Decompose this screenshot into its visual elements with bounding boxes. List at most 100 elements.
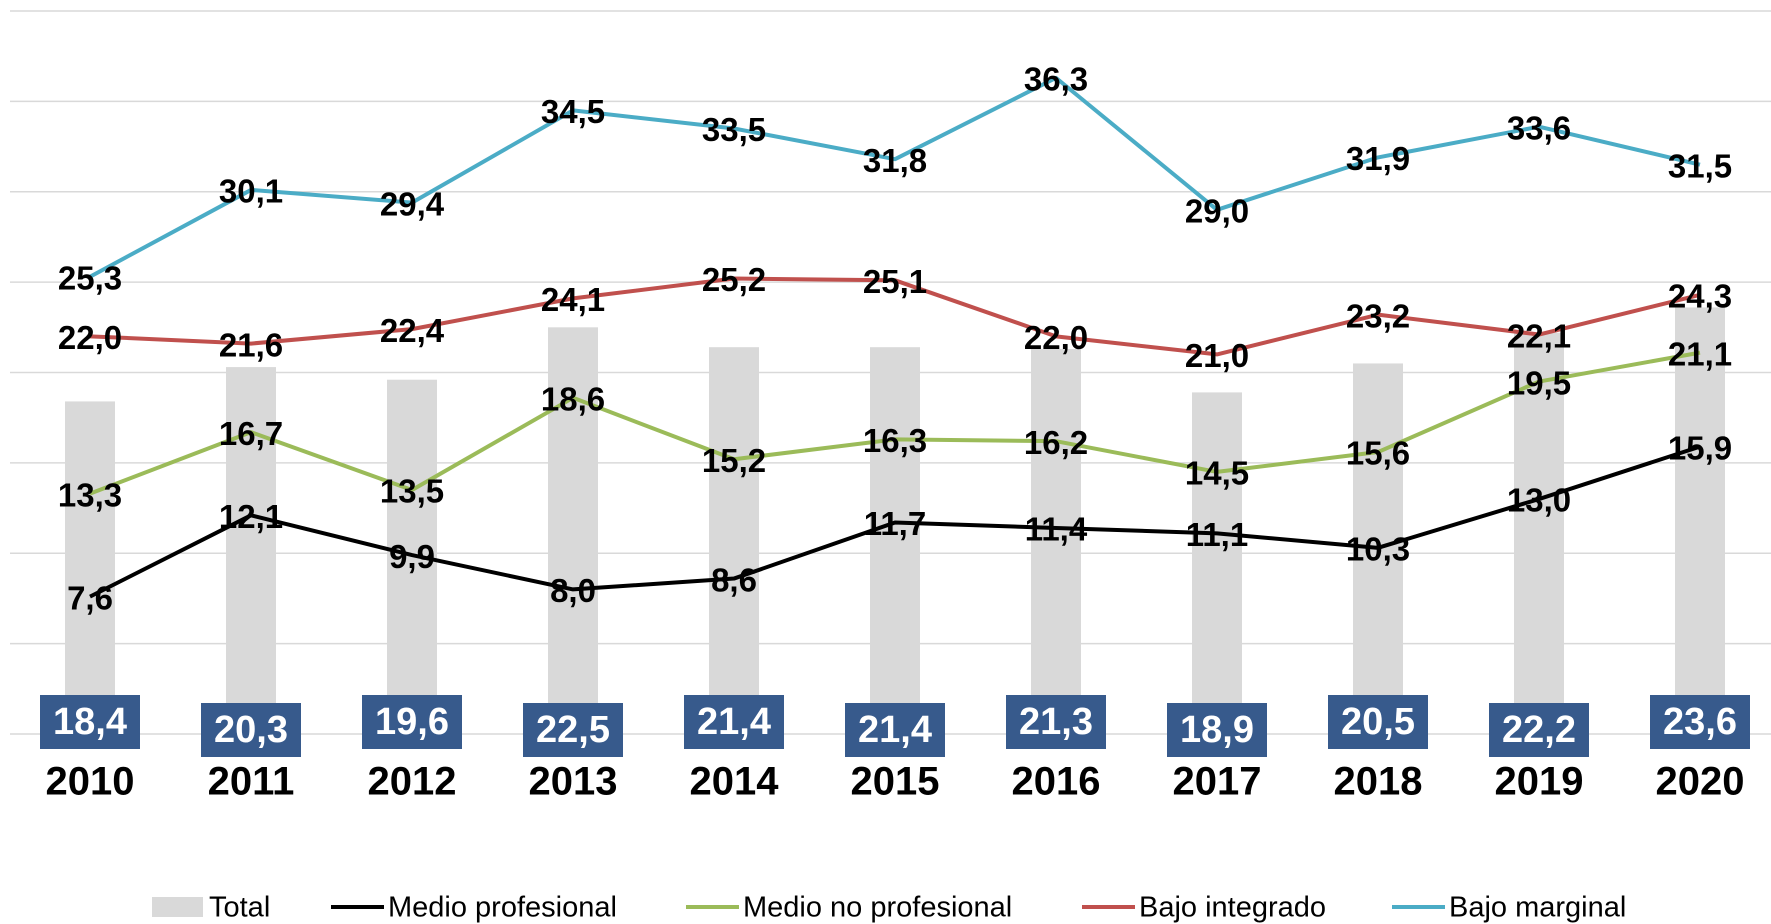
bar [870,347,920,734]
x-tick-label: 2014 [690,760,780,804]
legend-label: Medio profesional [388,892,617,924]
bar [65,401,115,734]
bar [226,367,276,734]
x-tick-label: 2018 [1334,760,1423,804]
legend-swatch [152,897,203,917]
value-label-box [523,703,623,757]
value-label: 8,6 [711,561,757,598]
value-label: 9,9 [389,538,435,575]
value-label: 36,3 [1024,61,1088,98]
value-label-box [1167,703,1267,757]
value-label: 21,6 [219,326,283,363]
bar [548,327,598,734]
value-label: 16,3 [863,422,927,459]
value-label: 7,6 [67,579,113,616]
legend-label: Medio no profesional [743,892,1012,924]
value-label: 18,4 [53,701,127,743]
x-tick-label: 2015 [851,760,940,804]
value-label: 24,1 [541,281,605,318]
legend-item: Bajo integrado [1082,892,1326,924]
value-label: 24,3 [1668,277,1732,314]
value-label: 31,5 [1668,147,1732,184]
bar [1514,332,1564,734]
value-label-box [1489,703,1589,757]
value-label: 16,7 [219,415,283,452]
x-tick-label: 2012 [368,760,457,804]
x-tick-label: 2017 [1173,760,1262,804]
value-label: 21,1 [1668,335,1732,372]
value-label-box [1006,695,1106,749]
value-label: 12,1 [219,498,283,535]
value-label: 25,3 [58,259,122,296]
value-label: 13,3 [58,476,122,513]
value-label: 21,0 [1185,337,1249,374]
value-label-box [1650,695,1750,749]
legend-label: Bajo integrado [1139,892,1326,924]
value-label: 22,5 [536,709,610,751]
value-label: 16,2 [1024,424,1088,461]
legend-label: Bajo marginal [1449,892,1626,924]
value-label: 21,3 [1019,701,1093,743]
value-label: 13,0 [1507,482,1571,519]
value-label: 31,9 [1346,140,1410,177]
value-label: 15,2 [702,442,766,479]
legend-item: Medio profesional [331,892,617,924]
bar [1031,349,1081,734]
value-label: 31,8 [863,142,927,179]
value-label-box [201,703,301,757]
value-label: 23,6 [1663,701,1737,743]
line [89,75,1701,279]
value-label: 20,5 [1341,701,1415,743]
value-label: 8,0 [550,572,596,609]
value-label-box [1328,695,1428,749]
value-label: 22,0 [1024,319,1088,356]
value-label: 30,1 [219,173,283,210]
value-label: 11,4 [1025,511,1088,548]
line [89,350,1701,496]
bar [1192,392,1242,734]
x-tick-label: 2010 [46,760,135,804]
legend-item: Total [152,892,270,924]
value-label: 29,0 [1185,193,1249,230]
value-label-box [845,703,945,757]
value-label: 23,2 [1346,297,1410,334]
value-label: 18,9 [1180,709,1254,751]
legend-item: Medio no profesional [686,892,1012,924]
value-label-box [684,695,784,749]
value-label: 19,5 [1507,364,1571,401]
x-tick-label: 2013 [529,760,618,804]
value-label: 33,5 [702,111,766,148]
value-label: 21,4 [858,709,932,751]
value-label: 11,7 [864,505,926,542]
value-label: 21,4 [697,701,771,743]
x-tick-label: 2011 [208,760,295,804]
bar [1675,307,1725,734]
value-label: 22,4 [380,312,445,349]
value-label: 34,5 [541,93,605,130]
value-label: 14,5 [1185,455,1249,492]
bar [709,347,759,734]
value-label: 10,3 [1346,531,1410,568]
value-label: 15,6 [1346,435,1410,472]
value-label: 22,2 [1502,709,1576,751]
value-label: 22,1 [1507,317,1571,354]
value-label: 18,6 [541,381,605,418]
value-label: 19,6 [375,701,449,743]
value-label: 15,9 [1668,429,1732,466]
value-label: 22,0 [58,319,122,356]
value-label: 33,6 [1507,109,1571,146]
line [89,444,1701,599]
value-label-box [40,695,140,749]
value-label-box [362,695,462,749]
value-label: 20,3 [214,709,288,751]
value-label: 13,5 [380,473,444,510]
value-label: 29,4 [380,185,445,222]
x-tick-label: 2016 [1012,760,1101,804]
line [89,276,1701,357]
legend-item: Bajo marginal [1392,892,1626,924]
x-tick-label: 2019 [1495,760,1584,804]
legend-label: Total [209,892,270,924]
value-label: 25,2 [702,261,766,298]
value-label: 25,1 [863,263,927,300]
